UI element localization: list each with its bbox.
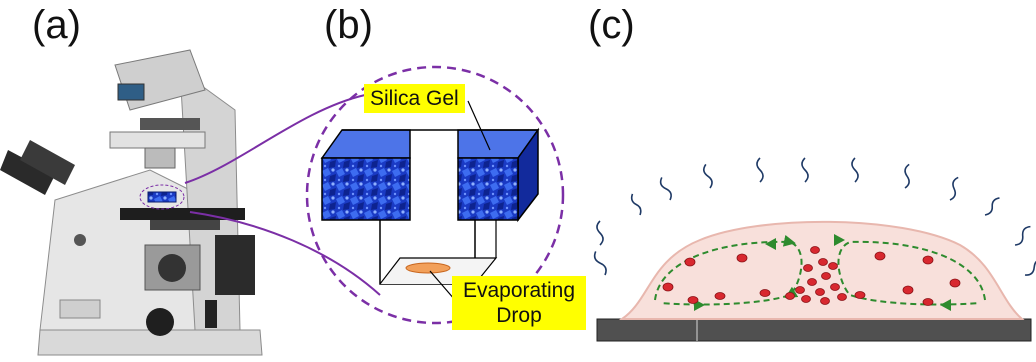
panel-label-a: (a) — [32, 3, 81, 47]
drop-chamber — [379, 220, 498, 285]
red-blood-cell-icon — [662, 246, 961, 306]
evaporating-drop-icon — [405, 262, 451, 274]
zoom-connector-top — [184, 94, 366, 184]
zoom-circle — [305, 65, 565, 325]
vapor-squiggle-icon — [593, 157, 1036, 276]
evaporating-drop-callout-line1: Evaporating — [462, 279, 576, 302]
evaporating-drop-callout-line2: Drop — [496, 304, 542, 327]
silica-gel-callout: Silica Gel — [364, 84, 465, 113]
zoom-connector-bottom — [189, 211, 381, 296]
microscope-icon — [0, 49, 263, 356]
evaporating-drop-callout: Evaporating Drop — [452, 276, 586, 330]
silica-gel-block-icon — [320, 127, 540, 223]
substrate — [596, 318, 1032, 342]
panel-label-c: (c) — [588, 3, 635, 47]
panel-label-b: (b) — [324, 3, 373, 47]
